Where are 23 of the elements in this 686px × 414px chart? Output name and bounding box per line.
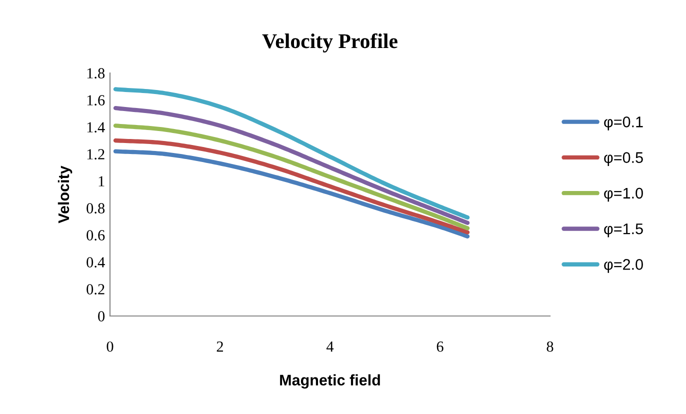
y-tick-label: 0.8	[86, 203, 105, 214]
y-tick-label: 1.8	[87, 68, 105, 79]
legend-label: φ=1.0	[604, 188, 643, 202]
y-axis-title: Velocity	[58, 166, 72, 224]
y-tick-label: 1.6	[87, 95, 105, 106]
y-tick-label: 0	[98, 311, 105, 322]
y-tick-label: 1.4	[87, 122, 105, 133]
y-tick-label: 0.2	[86, 284, 104, 295]
x-tick-label: 0	[106, 341, 114, 352]
legend-label: φ=0.1	[604, 116, 643, 130]
x-axis-title: Magnetic field	[280, 374, 380, 389]
y-tick-label: 1	[98, 176, 104, 186]
y-tick-label: 1.2	[87, 149, 104, 160]
y-tick-label: 0.4	[86, 257, 105, 268]
legend-label: φ=0.5	[604, 152, 643, 166]
legend-label: φ=1.5	[604, 224, 643, 238]
x-tick-label: 2	[216, 341, 223, 352]
x-tick-label: 4	[326, 342, 334, 352]
x-tick-label: 6	[436, 341, 444, 352]
x-tick-label: 8	[546, 341, 554, 352]
y-tick-label: 0.6	[86, 230, 105, 241]
chart-title: Velocity Profile	[262, 33, 398, 52]
legend-label: φ=2.0	[604, 259, 643, 273]
